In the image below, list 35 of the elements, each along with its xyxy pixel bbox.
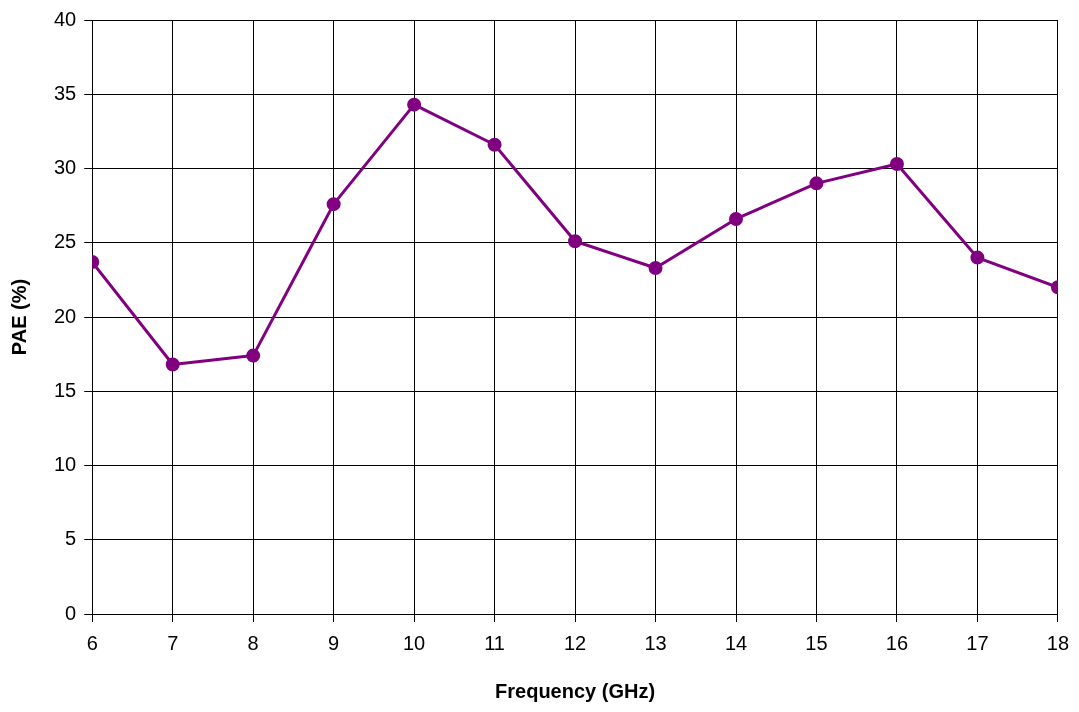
point (568, 234, 583, 249)
point (648, 261, 663, 275)
y-tick-label: 20 (54, 304, 77, 327)
x-tick-label: 9 (328, 631, 340, 654)
point (487, 137, 502, 152)
x-tick-label: 17 (966, 631, 989, 654)
x-tick-label: 7 (167, 631, 179, 654)
point (165, 357, 180, 372)
point (246, 348, 261, 363)
point (809, 176, 824, 191)
x-tick-label: 12 (563, 631, 587, 654)
x-axis-title: Frequency (GHz) (495, 679, 656, 702)
y-tick-label: 40 (54, 7, 77, 30)
y-tick-label: 35 (54, 81, 77, 104)
y-tick-label: 30 (54, 156, 77, 179)
y-tick-label: 15 (54, 378, 77, 401)
x-tick-label: 10 (403, 631, 426, 654)
x-tick-label: 15 (805, 631, 828, 654)
x-tick-label: 18 (1046, 631, 1069, 654)
x-tick-label: 6 (86, 631, 98, 654)
point (326, 197, 341, 212)
x-tick-label: 16 (885, 631, 909, 654)
x-tick-label: 13 (644, 631, 667, 654)
y-tick-label: 25 (54, 230, 77, 253)
y-tick-label: 5 (65, 527, 77, 550)
x-tick-label: 11 (484, 631, 505, 654)
point (729, 211, 743, 226)
point (407, 97, 422, 112)
y-tick-label: 0 (65, 601, 77, 624)
point (889, 157, 904, 172)
x-tick-label: 8 (247, 631, 259, 654)
x-tick-label: 14 (724, 631, 748, 654)
point (970, 250, 985, 265)
y-tick-label: 10 (54, 453, 77, 476)
y-axis-title: PAE (%) (7, 278, 30, 356)
